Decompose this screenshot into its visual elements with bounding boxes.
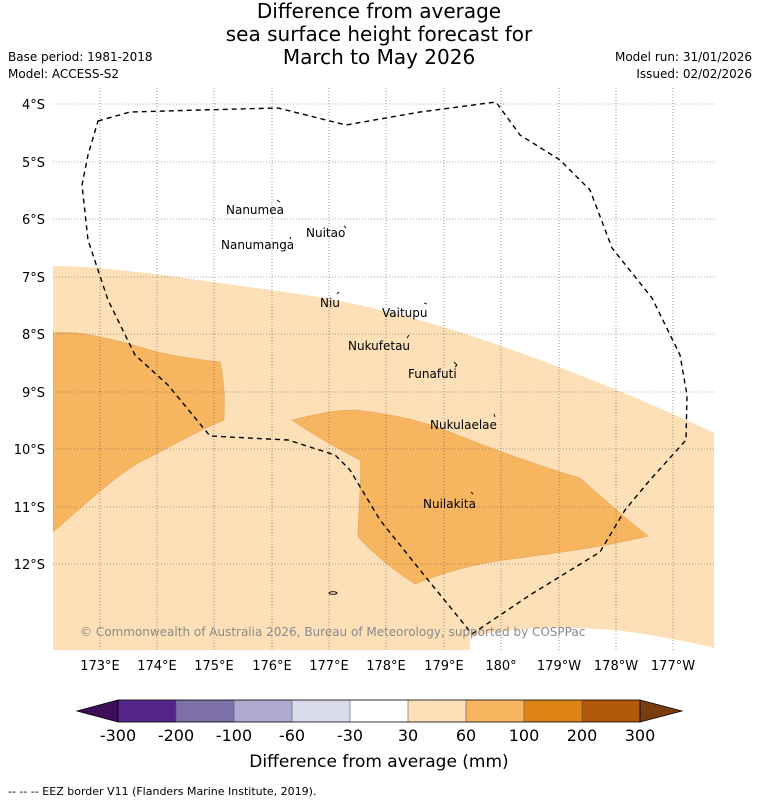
anomaly-region-60-100mm-east (291, 409, 649, 585)
label-nanumanga: Nanumanga (221, 238, 294, 252)
model-name: Model: ACCESS-S2 (8, 67, 120, 81)
island-nuilakita (470, 491, 474, 495)
colorbar-segment (176, 700, 234, 722)
title-line-3: March to May 2026 (282, 45, 476, 69)
lat-label: 12°S (14, 558, 45, 573)
map-area: Nanumea Nuitao Nanumanga Niu Vaitupu Nuk… (53, 88, 714, 650)
colorbar-tick-label: 60 (456, 726, 476, 745)
anomaly-region-60-100mm-west (53, 332, 225, 533)
lon-label: 174°E (137, 659, 177, 674)
lat-label: 5°S (22, 156, 45, 171)
colorbar-dividers (175, 700, 583, 722)
label-nanumea: Nanumea (226, 203, 284, 217)
label-nuilakita: Nuilakita (423, 497, 476, 511)
island-nanumea (276, 199, 281, 203)
lon-label: 179°E (424, 659, 464, 674)
anomaly-region-30-60mm-bottom (470, 627, 714, 650)
island-nukulaelae (493, 413, 496, 418)
lat-label: 11°S (14, 501, 45, 516)
meta-left: Base period: 1981-2018 Model: ACCESS-S2 (8, 49, 153, 83)
eez-border (81, 101, 688, 635)
colorbar-tick-label: -60 (279, 726, 305, 745)
lat-labels: 4°S 5°S 6°S 7°S 8°S 9°S 10°S 11°S 12°S (14, 98, 45, 573)
islands (276, 199, 496, 595)
lat-label: 9°S (22, 386, 45, 401)
colorbar-segment (582, 700, 640, 722)
colorbar-segment (350, 700, 408, 722)
island-funafuti (453, 361, 458, 368)
island-vaitupu (423, 302, 428, 305)
colorbar-tick-label: -300 (100, 726, 136, 745)
issued-date: Issued: 02/02/2026 (636, 67, 752, 81)
lon-label: 176°E (252, 659, 292, 674)
lon-label: 175°E (194, 659, 234, 674)
colorbar-segment (466, 700, 524, 722)
lon-labels: 173°E 174°E 175°E 176°E 177°E 178°E 179°… (80, 659, 695, 674)
colorbar-tick-label: -200 (158, 726, 194, 745)
lon-label: 179°W (537, 659, 581, 674)
lon-gridlines (99, 88, 674, 650)
copyright-notice: © Commonwealth of Australia 2026, Bureau… (80, 625, 585, 639)
colorbar-title: Difference from average (mm) (249, 752, 508, 772)
lat-label: 7°S (22, 271, 45, 286)
reef-marker (328, 591, 338, 595)
island-niu (336, 291, 340, 295)
lat-label: 6°S (22, 213, 45, 228)
base-period: Base period: 1981-2018 (8, 50, 153, 64)
title-line-2: sea surface height forecast for (225, 22, 533, 46)
colorbar-segment (292, 700, 350, 722)
chart-title: Difference from average sea surface heig… (0, 0, 758, 69)
lon-label: 177°W (651, 659, 695, 674)
lat-gridlines (53, 103, 714, 565)
lon-label: 178°E (366, 659, 406, 674)
lon-label: 180° (485, 659, 516, 674)
island-nuitao (343, 225, 347, 229)
colorbar-tick-label: -30 (337, 726, 363, 745)
colorbar-segment (234, 700, 292, 722)
colorbar: -300 -200 -100 -60 -30 30 60 100 200 300… (75, 699, 684, 772)
eez-legend-note: -- -- -- EEZ border V11 (Flanders Marine… (8, 785, 317, 798)
meta-right: Model run: 31/01/2026 Issued: 02/02/2026 (615, 49, 752, 83)
lon-label: 178°W (594, 659, 638, 674)
lat-label: 8°S (22, 328, 45, 343)
colorbar-tick-label: 30 (398, 726, 418, 745)
model-run: Model run: 31/01/2026 (614, 50, 752, 64)
island-nukufetau (406, 334, 410, 339)
label-nukulaelae: Nukulaelae (430, 418, 497, 432)
island-nanumanga (289, 236, 292, 240)
colorbar-extend-high (639, 699, 684, 723)
label-vaitupu: Vaitupu (382, 306, 428, 320)
lon-label: 173°E (80, 659, 120, 674)
colorbar-tick-label: -100 (216, 726, 252, 745)
colorbar-extend-low (75, 699, 119, 723)
label-funafuti: Funafuti (408, 367, 457, 381)
label-nukufetau: Nukufetau (348, 339, 410, 353)
colorbar-segment (524, 700, 582, 722)
colorbar-tick-label: 100 (509, 726, 540, 745)
colorbar-segment (408, 700, 466, 722)
colorbar-tick-label: 200 (567, 726, 598, 745)
place-labels: Nanumea Nuitao Nanumanga Niu Vaitupu Nuk… (221, 203, 497, 511)
colorbar-frame (117, 699, 641, 723)
label-nuitao: Nuitao (306, 226, 345, 240)
colorbar-segment (118, 700, 176, 722)
label-niu: Niu (320, 296, 340, 310)
lat-label: 4°S (22, 98, 45, 113)
title-line-1: Difference from average (256, 0, 502, 23)
lat-label: 10°S (14, 443, 45, 458)
lon-label: 177°E (309, 659, 349, 674)
colorbar-ticks: -300 -200 -100 -60 -30 30 60 100 200 300 (100, 726, 655, 745)
colorbar-tick-label: 300 (625, 726, 656, 745)
